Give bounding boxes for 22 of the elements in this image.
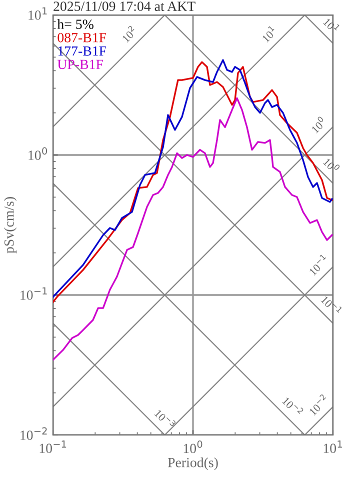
annotation: 10$^{−1}$ xyxy=(320,294,343,316)
x-tick-label: 10$^{0}$ xyxy=(184,440,202,454)
x-axis-title: Period(s) xyxy=(168,458,218,470)
text: UP-B1F xyxy=(57,60,103,70)
x-tick-label: 10$^{1}$ xyxy=(324,440,342,454)
annotation: 10$^{0}$ xyxy=(309,116,327,134)
annotation: 10$^{−2}$ xyxy=(307,394,330,416)
y-tick-label: 10$^{0}$ xyxy=(28,147,48,160)
text: 087-B1F xyxy=(58,32,106,42)
annotation: 10$^{−1}$ xyxy=(307,254,330,276)
y-tick-label: 10$^{1}$ xyxy=(28,7,47,20)
annotation: 10$^{2}$ xyxy=(120,25,138,43)
annotation: 10$^{1}$ xyxy=(260,25,278,43)
legend-title: h= 5% xyxy=(57,19,94,29)
y-tick-label: 10$^{−2}$ xyxy=(20,427,47,440)
text: 177-B1F xyxy=(58,46,106,56)
annotation: 10$^{−2}$ xyxy=(282,395,304,417)
y-axis-title: pSv(cm/s) xyxy=(4,197,17,254)
chart-title: 2025/11/09 17:04 at AKT xyxy=(54,2,196,12)
annotation: 10$^{−3}$ xyxy=(154,408,176,430)
x-tick-label: 10$^{−1}$ xyxy=(40,440,66,454)
y-tick-label: 10$^{−1}$ xyxy=(20,287,47,300)
